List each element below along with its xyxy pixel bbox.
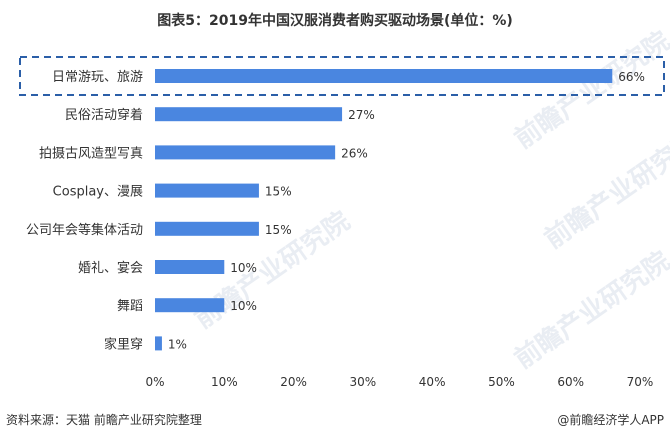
source-note: 资料来源：天猫 前瞻产业研究院整理	[6, 413, 202, 427]
x-tick-label: 40%	[419, 375, 446, 389]
brand-credit: @前瞻经济学人APP	[557, 413, 664, 427]
x-tick-label: 60%	[557, 375, 584, 389]
x-tick-label: 10%	[211, 375, 238, 389]
category-label: 家里穿	[104, 336, 143, 352]
value-label: 26%	[341, 146, 368, 160]
x-tick-label: 70%	[627, 375, 654, 389]
x-tick-label: 20%	[280, 375, 307, 389]
value-label: 27%	[348, 108, 375, 122]
value-label: 66%	[618, 70, 645, 84]
category-label: 民俗活动穿着	[65, 107, 143, 123]
bar	[155, 260, 225, 274]
category-label: 婚礼、宴会	[78, 260, 143, 276]
category-label: 舞蹈	[117, 299, 143, 314]
bar	[155, 221, 259, 236]
category-label: Cosplay、漫展	[53, 185, 143, 200]
bar	[155, 183, 259, 198]
bar	[155, 107, 343, 122]
x-tick-label: 0%	[145, 375, 164, 389]
value-label: 15%	[265, 223, 292, 237]
x-tick-label: 50%	[488, 375, 515, 389]
value-label: 15%	[265, 185, 292, 199]
category-label: 公司年会等集体活动	[26, 222, 143, 238]
value-label: 10%	[230, 299, 257, 313]
category-label: 日常游玩、旅游	[52, 70, 143, 85]
bar	[155, 145, 336, 160]
bar	[155, 298, 225, 313]
bar	[155, 69, 613, 83]
value-label: 10%	[230, 261, 257, 275]
chart-title: 图表5：2019年中国汉服消费者购买驱动场景(单位：%)	[157, 13, 513, 29]
value-label: 1%	[168, 337, 187, 351]
highlight-box	[19, 56, 665, 96]
x-tick-label: 30%	[350, 375, 377, 389]
category-label: 拍摄古风造型写真	[39, 146, 143, 161]
bar	[155, 336, 162, 351]
